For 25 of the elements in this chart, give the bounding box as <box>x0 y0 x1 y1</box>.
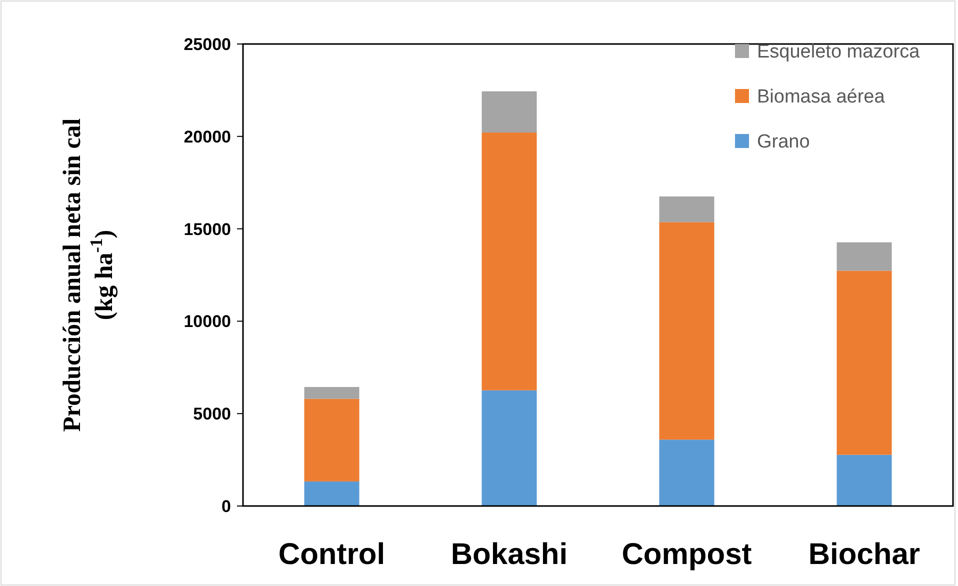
bar <box>304 481 360 506</box>
legend-label: Biomasa aérea <box>757 86 886 108</box>
legend-label: Grano <box>757 132 810 153</box>
bar <box>482 390 537 506</box>
legend-label: Esqueleto mazorca <box>757 42 920 63</box>
y-tick-label: 10000 <box>184 312 231 332</box>
bar <box>482 91 537 133</box>
x-tick-label: Control <box>278 538 386 571</box>
y-tick-label: 20000 <box>184 127 231 146</box>
bar <box>836 242 892 271</box>
y-tick-label: 25000 <box>184 34 231 54</box>
bar <box>304 386 360 399</box>
bar <box>836 270 892 455</box>
y-tick-label: 0 <box>222 496 231 516</box>
x-tick-label: Bokashi <box>450 538 568 571</box>
y-tick-label: 5000 <box>193 404 231 424</box>
x-tick-label: Biochar <box>808 538 920 571</box>
x-tick-label: Compost <box>622 538 752 571</box>
bar <box>659 440 714 506</box>
y-tick-label: 15000 <box>184 220 231 239</box>
bar <box>482 132 537 390</box>
bar <box>304 398 360 482</box>
bar <box>659 222 714 440</box>
bar <box>836 454 892 506</box>
bar <box>659 196 714 222</box>
